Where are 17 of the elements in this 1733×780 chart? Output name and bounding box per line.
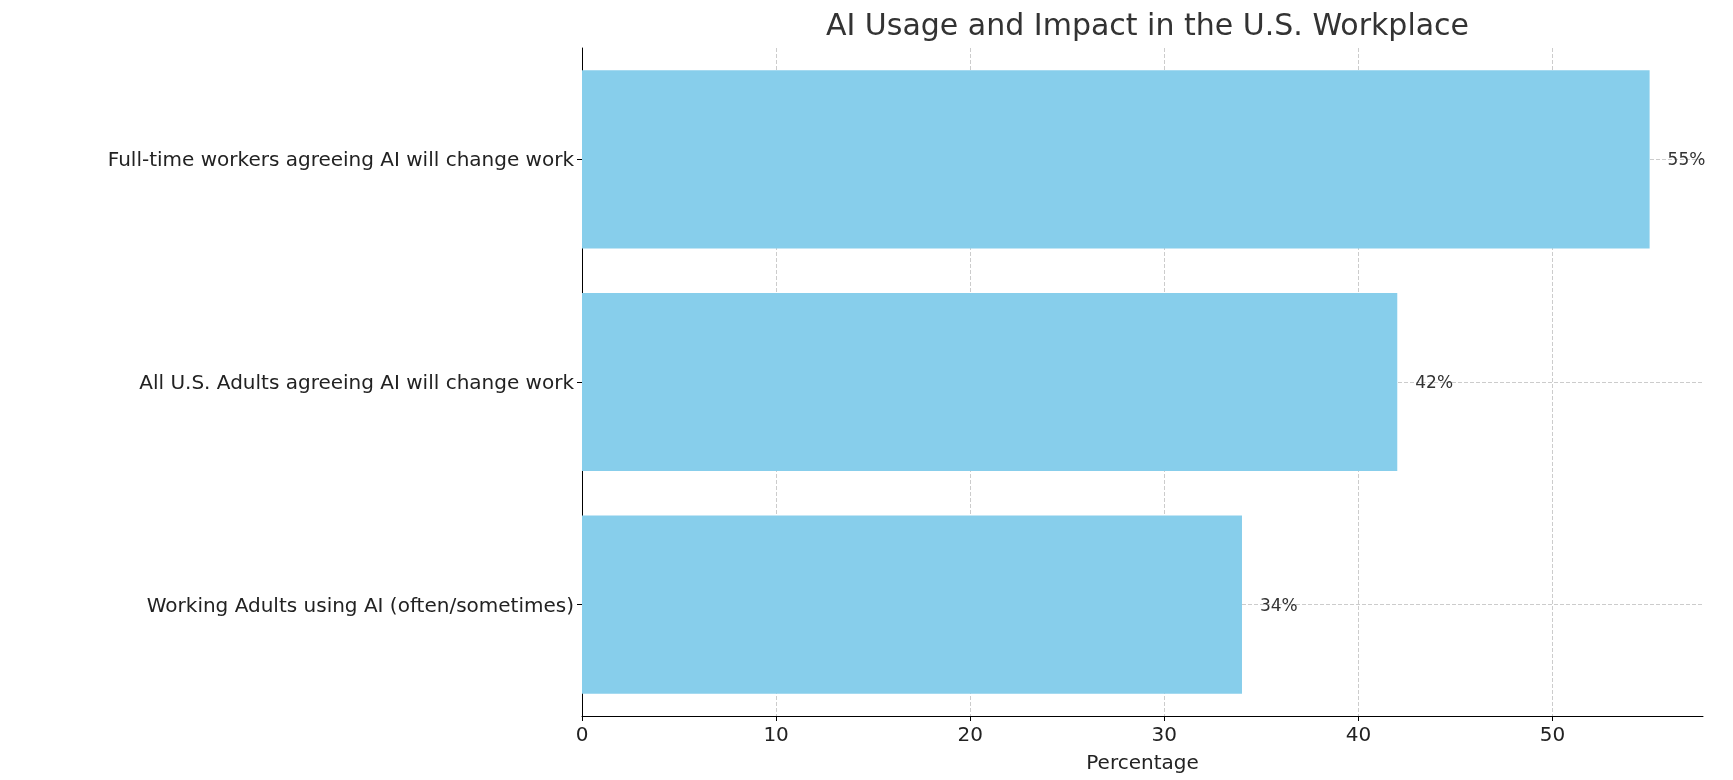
x-tick-label: 40 [1345,722,1372,746]
x-tick-label: 20 [957,722,983,746]
x-axis-title: Percentage [1086,750,1199,774]
bar [582,70,1650,249]
bar [582,515,1242,694]
data-label: 42% [1415,372,1454,392]
bar [582,292,1398,472]
x-tick-label: 30 [1151,722,1178,746]
data-label: 55% [1667,149,1706,170]
y-tick-label: Full-time workers agreeing AI will change work [107,147,575,172]
x-tick-label: 10 [763,722,789,746]
y-tick-label: All U.S. Adults agreeing AI will change work [139,370,575,394]
data-label: 34% [1259,594,1298,615]
y-tick-label: Working Adults using AI (often/sometimes) [146,592,574,617]
x-tick-label: 0 [575,722,589,746]
x-tick-label: 50 [1539,722,1566,746]
chart-title: AI Usage and Impact in the U.S. Workplace [825,6,1470,42]
